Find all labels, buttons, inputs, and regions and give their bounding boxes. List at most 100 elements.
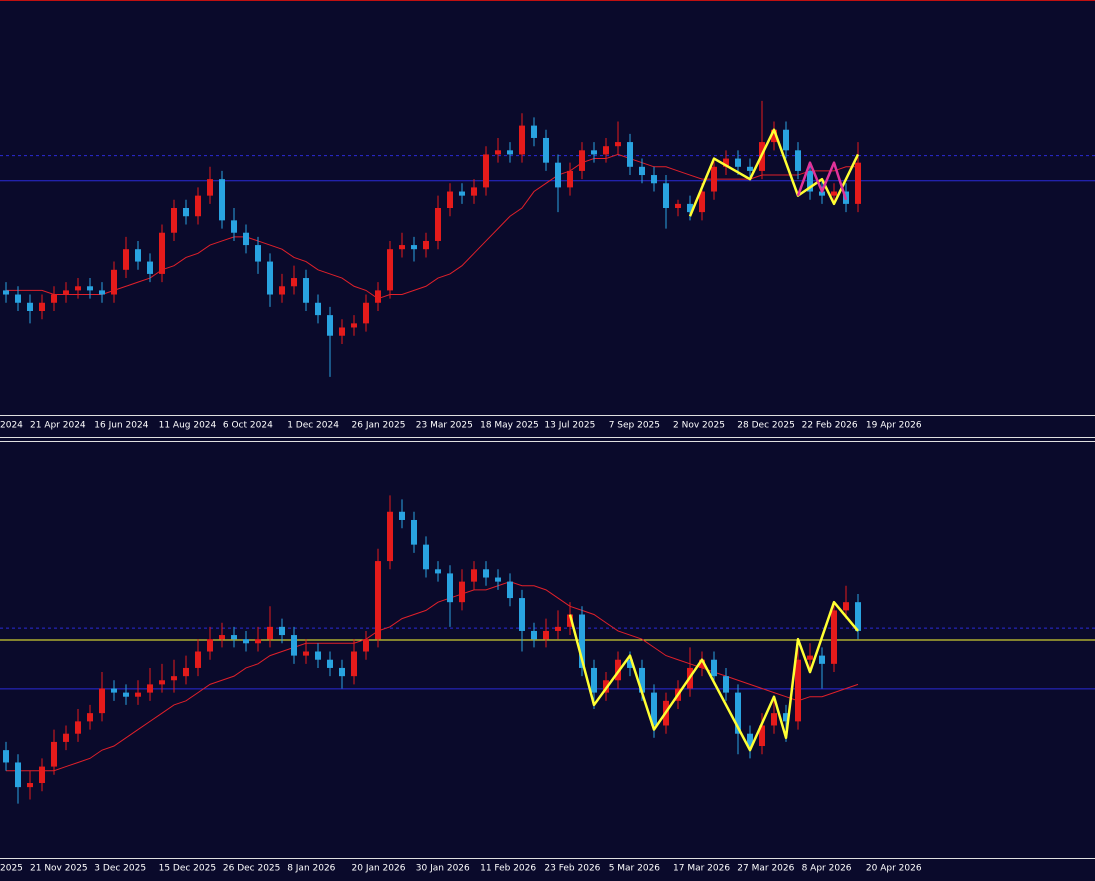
- candle-body: [363, 639, 369, 652]
- candle-body: [795, 659, 801, 722]
- candle-body: [807, 170, 813, 192]
- candle-body: [303, 651, 309, 656]
- candle-body: [831, 610, 837, 664]
- candle-body: [723, 676, 729, 693]
- candle-body: [819, 191, 825, 196]
- candle-body: [171, 676, 177, 681]
- candle-body: [747, 733, 753, 747]
- candle-body: [267, 626, 273, 640]
- candle-body: [507, 581, 513, 599]
- x-axis-label: 26 Jan 2025: [352, 421, 406, 431]
- candle-body: [495, 150, 501, 155]
- candle-body: [243, 232, 249, 246]
- zigzag-line: [796, 161, 848, 201]
- zigzag-line: [688, 128, 860, 217]
- candle-body: [291, 278, 297, 287]
- candle-body: [519, 125, 525, 155]
- x-axis-label: 28 Dec 2025: [737, 421, 795, 431]
- x-axis-label: 27 Mar 2026: [737, 864, 794, 874]
- candle-body: [39, 766, 45, 784]
- candle-body: [771, 129, 777, 143]
- candle-body: [351, 651, 357, 677]
- candle-body: [699, 659, 705, 668]
- candle-body: [663, 183, 669, 208]
- candle-body: [15, 294, 21, 303]
- candle-body: [375, 290, 381, 303]
- candle-body: [675, 203, 681, 208]
- x-axis-label: 3 Dec 2025: [94, 864, 146, 874]
- candle-body: [39, 302, 45, 311]
- candle-body: [399, 511, 405, 520]
- candle-body: [471, 187, 477, 196]
- candle-body: [783, 129, 789, 151]
- candle-body: [495, 577, 501, 582]
- candle-body: [411, 519, 417, 545]
- candle-body: [615, 142, 621, 147]
- candle-body: [147, 684, 153, 693]
- x-axis-label: 13 Jul 2025: [544, 421, 595, 431]
- x-axis-label: 19 Apr 2026: [866, 421, 922, 431]
- x-axis-label: 23 Mar 2025: [416, 421, 473, 431]
- candle-body: [459, 581, 465, 603]
- candle-body: [735, 692, 741, 734]
- candle-body: [51, 741, 57, 767]
- candle-body: [183, 667, 189, 677]
- candle-body: [459, 191, 465, 196]
- candle-body: [591, 150, 597, 155]
- x-axis-label: 20 Apr 2026: [866, 864, 922, 874]
- candle-body: [63, 290, 69, 295]
- candle-body: [747, 166, 753, 171]
- candle-body: [843, 602, 849, 611]
- candle-body: [99, 290, 105, 295]
- candle-body: [699, 191, 705, 213]
- x-axis-label: 26 Dec 2025: [223, 864, 281, 874]
- x-axis-label: 21 Nov 2025: [30, 864, 88, 874]
- candle-body: [387, 249, 393, 291]
- candle-body: [543, 630, 549, 640]
- candle-body: [687, 203, 693, 213]
- candle-body: [243, 639, 249, 644]
- candle-body: [783, 713, 789, 722]
- candle-body: [711, 659, 717, 677]
- candle-body: [123, 692, 129, 697]
- x-axis-label: 1 Dec 2024: [287, 421, 339, 431]
- x-axis-label: 8 Jan 2026: [287, 864, 335, 874]
- candle-body: [711, 166, 717, 192]
- candle-body: [327, 659, 333, 668]
- candle-body: [183, 208, 189, 217]
- candle-body: [135, 249, 141, 262]
- candle-body: [231, 220, 237, 233]
- x-axis-label: 22 Feb 2026: [802, 421, 858, 431]
- candle-body: [555, 162, 561, 188]
- candle-body: [819, 655, 825, 664]
- x-axis-label: 5 Mar 2026: [609, 864, 661, 874]
- candle-body: [483, 569, 489, 578]
- candle-body: [87, 713, 93, 722]
- candle-body: [3, 290, 9, 295]
- x-axis-label: 21 Apr 2024: [30, 421, 86, 431]
- candle-body: [63, 733, 69, 742]
- candle-body: [111, 269, 117, 295]
- candle-body: [651, 692, 657, 726]
- candle-body: [579, 614, 585, 668]
- candle-body: [339, 327, 345, 336]
- candle-body: [603, 146, 609, 155]
- x-axis-label: 2025: [0, 864, 23, 874]
- x-axis-label: 23 Feb 2026: [544, 864, 600, 874]
- candle-body: [315, 302, 321, 316]
- x-axis-label: 2 Nov 2025: [673, 421, 725, 431]
- candle-body: [159, 680, 165, 685]
- candle-body: [735, 158, 741, 167]
- candle-body: [303, 278, 309, 303]
- x-axis-label: 16 Jun 2024: [94, 421, 148, 431]
- candle-body: [51, 294, 57, 303]
- candle-body: [519, 598, 525, 631]
- candle-body: [75, 721, 81, 734]
- candle-body: [411, 245, 417, 250]
- x-axis-label: 6 Oct 2024: [223, 421, 273, 431]
- candle-body: [27, 783, 33, 788]
- candle-body: [795, 150, 801, 171]
- zigzag-line: [568, 600, 859, 752]
